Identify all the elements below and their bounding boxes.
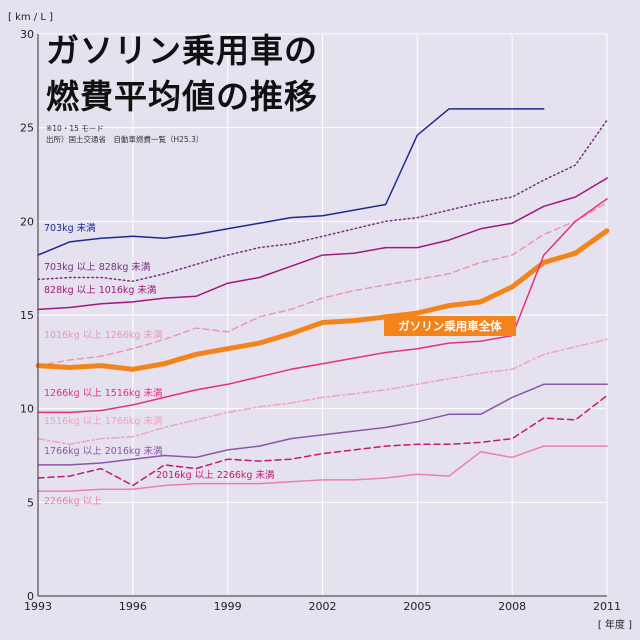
chart-title: ガソリン乗用車の 燃費平均値の推移 bbox=[46, 31, 318, 116]
y-tick-label: 25 bbox=[20, 122, 34, 135]
x-tick-label: 1999 bbox=[214, 600, 242, 613]
x-axis-unit: [ 年度 ] bbox=[598, 618, 632, 631]
title-line-1: ガソリン乗用車の bbox=[46, 31, 318, 70]
title-line-2: 燃費平均値の推移 bbox=[46, 77, 318, 116]
series-line-4 bbox=[35, 228, 610, 372]
series-lines bbox=[35, 108, 610, 492]
note-source: 出所）国土交通省 自動車燃費一覧（H25.3） bbox=[46, 134, 203, 144]
series-label-1: 703kg 以上 828kg 未満 bbox=[44, 261, 151, 273]
series-line-0 bbox=[37, 108, 545, 256]
overall-label-box bbox=[384, 316, 516, 336]
y-tick-label: 20 bbox=[20, 215, 34, 228]
series-line-3 bbox=[37, 201, 608, 367]
axes: 0 5 10 15 20 25 30 1993 1996 1999 2002 2005 2008 2011 bbox=[20, 28, 621, 613]
series-line-7 bbox=[37, 383, 608, 466]
x-tick-label: 2011 bbox=[593, 600, 621, 613]
series-line-1 bbox=[37, 119, 608, 283]
y-tick-label: 0 bbox=[27, 590, 34, 603]
series-labels: 703kg 未満 703kg 以上 828kg 未満 828kg 以上 1016kg… bbox=[44, 222, 516, 507]
x-tick-label: 2005 bbox=[403, 600, 431, 613]
grid bbox=[37, 33, 608, 597]
series-label-7: 1766kg 以上 2016kg 未満 bbox=[44, 445, 163, 457]
y-tick-label: 30 bbox=[20, 28, 34, 41]
series-label-2: 828kg 以上 1016kg 未満 bbox=[44, 284, 157, 296]
series-label-3: 1016kg 以上 1266kg 未満 bbox=[44, 329, 163, 341]
y-tick-label: 15 bbox=[20, 309, 34, 322]
x-tick-label: 1993 bbox=[24, 600, 52, 613]
series-line-6 bbox=[37, 338, 608, 446]
series-label-0: 703kg 未満 bbox=[44, 222, 96, 234]
series-label-8: 2016kg 以上 2266kg 未満 bbox=[156, 469, 275, 481]
note-mode: ※10・15 モード bbox=[46, 124, 104, 133]
y-tick-label: 5 bbox=[27, 496, 34, 509]
x-tick-label: 2008 bbox=[498, 600, 526, 613]
series-line-8 bbox=[37, 394, 608, 487]
series-line-2 bbox=[37, 177, 608, 311]
x-tick-label: 2002 bbox=[309, 600, 337, 613]
series-line-9 bbox=[37, 445, 608, 492]
series-label-9: 2266kg 以上 bbox=[44, 496, 102, 507]
x-tick-label: 1996 bbox=[119, 600, 147, 613]
y-tick-label: 10 bbox=[20, 403, 34, 416]
series-label-4: ガソリン乗用車全体 bbox=[398, 319, 502, 333]
series-label-6: 1516kg 以上 1766kg 未満 bbox=[44, 415, 163, 427]
y-axis-unit: [ km / L ] bbox=[8, 12, 53, 23]
series-label-5: 1266kg 以上 1516kg 未満 bbox=[44, 387, 163, 399]
